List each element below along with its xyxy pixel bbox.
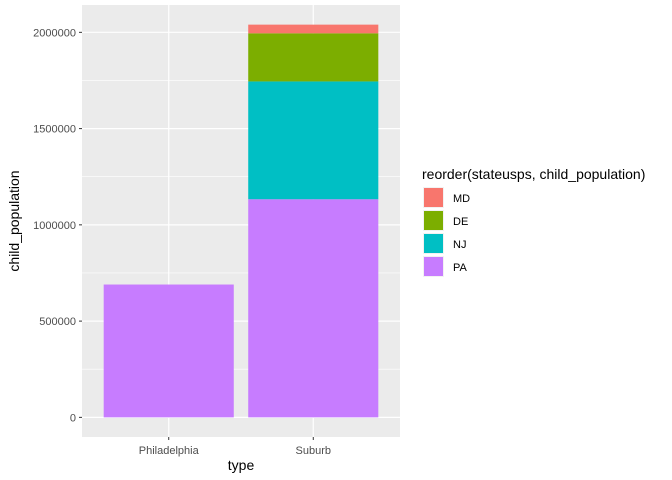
y-tick-label: 1000000 xyxy=(33,220,76,232)
x-axis-ticks: Philadelphia Suburb xyxy=(139,437,331,457)
bars xyxy=(103,24,379,418)
legend-label-pa: PA xyxy=(453,262,468,274)
y-tick-label: 0 xyxy=(70,412,76,424)
y-axis-ticks: 0 500000 1000000 1500000 2000000 xyxy=(33,27,82,424)
bar-suburb-md xyxy=(248,24,379,34)
y-axis-title: child_population xyxy=(6,170,22,271)
bar-philadelphia-pa xyxy=(103,284,234,418)
bar-suburb-nj xyxy=(248,81,379,200)
bar-suburb-de xyxy=(248,33,379,82)
y-tick-label: 2000000 xyxy=(33,27,76,39)
bar-suburb-pa xyxy=(248,199,379,418)
x-tick-label: Philadelphia xyxy=(139,445,200,457)
legend-label-nj: NJ xyxy=(453,239,466,251)
legend-swatch-nj xyxy=(424,234,443,253)
x-axis-title: type xyxy=(228,457,255,473)
legend-label-md: MD xyxy=(453,193,470,205)
legend-title: reorder(stateusps, child_population) xyxy=(422,166,645,182)
legend-swatch-de xyxy=(424,211,443,230)
y-tick-label: 500000 xyxy=(39,316,76,328)
y-tick-label: 1500000 xyxy=(33,124,76,136)
x-tick-label: Suburb xyxy=(296,445,331,457)
legend-swatch-md xyxy=(424,188,443,207)
legend: MD DE NJ PA xyxy=(423,187,470,277)
legend-swatch-pa xyxy=(424,257,443,276)
legend-label-de: DE xyxy=(453,216,468,228)
